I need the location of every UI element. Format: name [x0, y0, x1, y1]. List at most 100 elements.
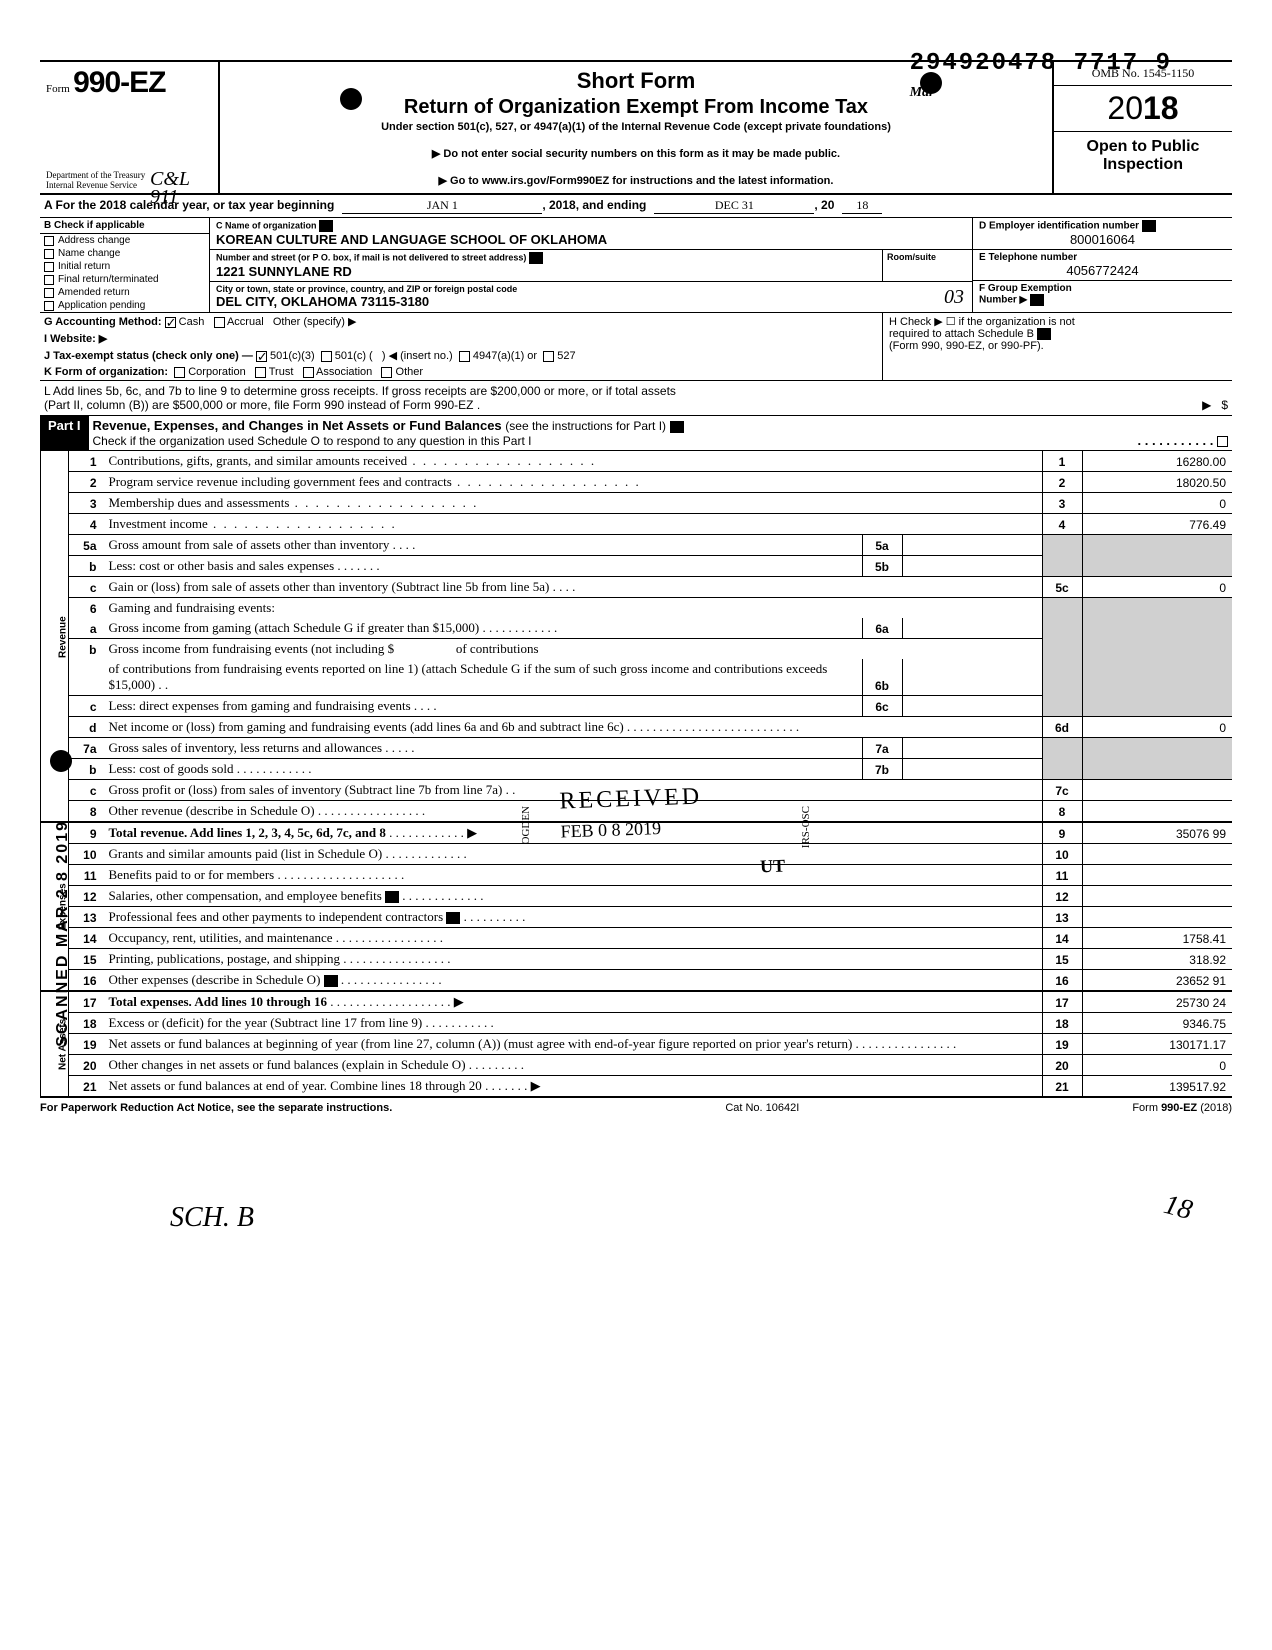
line-i: I Website: ▶ [40, 330, 882, 347]
row-num: 18 [69, 1013, 105, 1034]
row-num: 17 [69, 991, 105, 1013]
row-rcol: 18 [1042, 1013, 1082, 1034]
city-handwritten: 03 [944, 286, 964, 309]
street-label: Number and street (or P O. box, if mail … [216, 252, 526, 262]
cb-trust[interactable] [255, 367, 266, 378]
row-rcol: 14 [1042, 928, 1082, 949]
col-def: D Employer identification number 8000160… [972, 218, 1232, 312]
row-rval: 1758.41 [1082, 928, 1232, 949]
row-desc: Professional fees and other payments to … [109, 909, 444, 924]
opt-address-change[interactable]: Address change [40, 234, 209, 247]
g-other: Other (specify) ▶ [273, 316, 357, 328]
i-label: I Website: ▶ [44, 333, 107, 345]
row-rval: 130171.17 [1082, 1034, 1232, 1055]
row-num: 14 [69, 928, 105, 949]
phone-value: 4056772424 [979, 263, 1226, 278]
row-rcol: 6d [1042, 717, 1082, 738]
opt-initial-return[interactable]: Initial return [40, 260, 209, 273]
opt-application-pending[interactable]: Application pending [40, 299, 209, 312]
row-desc: of contributions from fundraising events… [109, 661, 828, 692]
help-icon [529, 252, 543, 264]
row-desc: Other revenue (describe in Schedule O) [109, 803, 315, 818]
f-label2: Number ▶ [979, 295, 1027, 306]
col-b: B Check if applicable Address change Nam… [40, 218, 210, 312]
row-num: 1 [69, 451, 105, 472]
opt-name-change[interactable]: Name change [40, 247, 209, 260]
cb-527[interactable] [543, 351, 554, 362]
row-rcol-shade [1042, 598, 1082, 619]
row-desc: Gain or (loss) from sale of assets other… [109, 579, 550, 594]
opt-label: Application pending [58, 300, 145, 311]
row-num: a [69, 618, 105, 639]
help-icon [1037, 328, 1051, 340]
row-subval [902, 556, 1042, 577]
k-other: Other [396, 366, 424, 378]
row-desc: Gross income from fundraising events (no… [109, 641, 395, 656]
row-num: 5a [69, 535, 105, 556]
row-rcol-shade [1042, 738, 1082, 780]
row-rval: 16280.00 [1082, 451, 1232, 472]
row-num: 4 [69, 514, 105, 535]
row-rval: 318.92 [1082, 949, 1232, 970]
opt-amended-return[interactable]: Amended return [40, 286, 209, 299]
row-subval [902, 759, 1042, 780]
row-rval [1082, 865, 1232, 886]
line-j: J Tax-exempt status (check only one) — 5… [40, 347, 882, 364]
page-footer: For Paperwork Reduction Act Notice, see … [40, 1098, 1232, 1114]
h-right: H Check ▶ ☐ if the organization is not r… [882, 313, 1232, 380]
help-icon [319, 220, 333, 232]
row-rcol-shade [1042, 535, 1082, 577]
part1-header-row: Part I Revenue, Expenses, and Changes in… [40, 416, 1232, 451]
l-amount: ▶ $ [1202, 398, 1228, 412]
open-public-2: Inspection [1056, 156, 1230, 174]
top-stamp: 294920478 7717 9 Mar [910, 50, 1172, 104]
cb-501c3[interactable] [256, 351, 267, 362]
row-num: c [69, 577, 105, 598]
cb-accrual[interactable] [214, 317, 225, 328]
row-subcol: 6c [862, 696, 902, 717]
j-501c3: 501(c)(3) [270, 350, 315, 362]
line-a-yy: 18 [842, 198, 882, 214]
cb-corp[interactable] [174, 367, 185, 378]
row-num-blank [69, 659, 105, 696]
row-desc: Other expenses (describe in Schedule O) [109, 972, 321, 987]
row-num: 16 [69, 970, 105, 992]
row-subcol: 5b [862, 556, 902, 577]
row-desc: Net income or (loss) from gaming and fun… [109, 719, 624, 734]
footer-left: For Paperwork Reduction Act Notice, see … [40, 1102, 392, 1114]
row-num: 20 [69, 1055, 105, 1076]
row-rval: 18020.50 [1082, 472, 1232, 493]
row-rcol: 19 [1042, 1034, 1082, 1055]
sidelabel-expenses: Expenses [41, 822, 69, 991]
street-val: 1221 SUNNYLANE RD [216, 264, 876, 279]
row-rcol: 7c [1042, 780, 1082, 801]
cb-schedule-o[interactable] [1217, 436, 1228, 447]
row-desc: Less: cost or other basis and sales expe… [109, 558, 335, 573]
row-subcol: 5a [862, 535, 902, 556]
row-desc: Less: direct expenses from gaming and fu… [109, 698, 411, 713]
row-rval [1082, 844, 1232, 865]
row-rcol: 10 [1042, 844, 1082, 865]
part1-badge: Part I [40, 416, 89, 450]
cb-assoc[interactable] [303, 367, 314, 378]
cb-4947[interactable] [459, 351, 470, 362]
cb-cash[interactable] [165, 317, 176, 328]
room-label: Room/suite [887, 252, 936, 262]
row-rval: 23652 91 [1082, 970, 1232, 992]
city-cell: City or town, state or province, country… [210, 282, 972, 311]
org-name: KOREAN CULTURE AND LANGUAGE SCHOOL OF OK… [216, 232, 966, 247]
row-num: 12 [69, 886, 105, 907]
opt-final-return[interactable]: Final return/terminated [40, 273, 209, 286]
row-desc: Net assets or fund balances at end of ye… [109, 1078, 482, 1093]
row-num: d [69, 717, 105, 738]
dept-irs: Internal Revenue Service [46, 181, 145, 191]
row-rval [1082, 801, 1232, 823]
k-assoc: Association [316, 366, 372, 378]
cb-other[interactable] [381, 367, 392, 378]
city-val: DEL CITY, OKLAHOMA 73115-3180 [216, 294, 966, 309]
row-desc: Program service revenue including govern… [109, 474, 452, 489]
e-cell: E Telephone number 4056772424 [973, 250, 1232, 281]
row-subcol: 6b [862, 659, 902, 696]
cb-501c[interactable] [321, 351, 332, 362]
row-rcol-shade [1042, 618, 1082, 717]
